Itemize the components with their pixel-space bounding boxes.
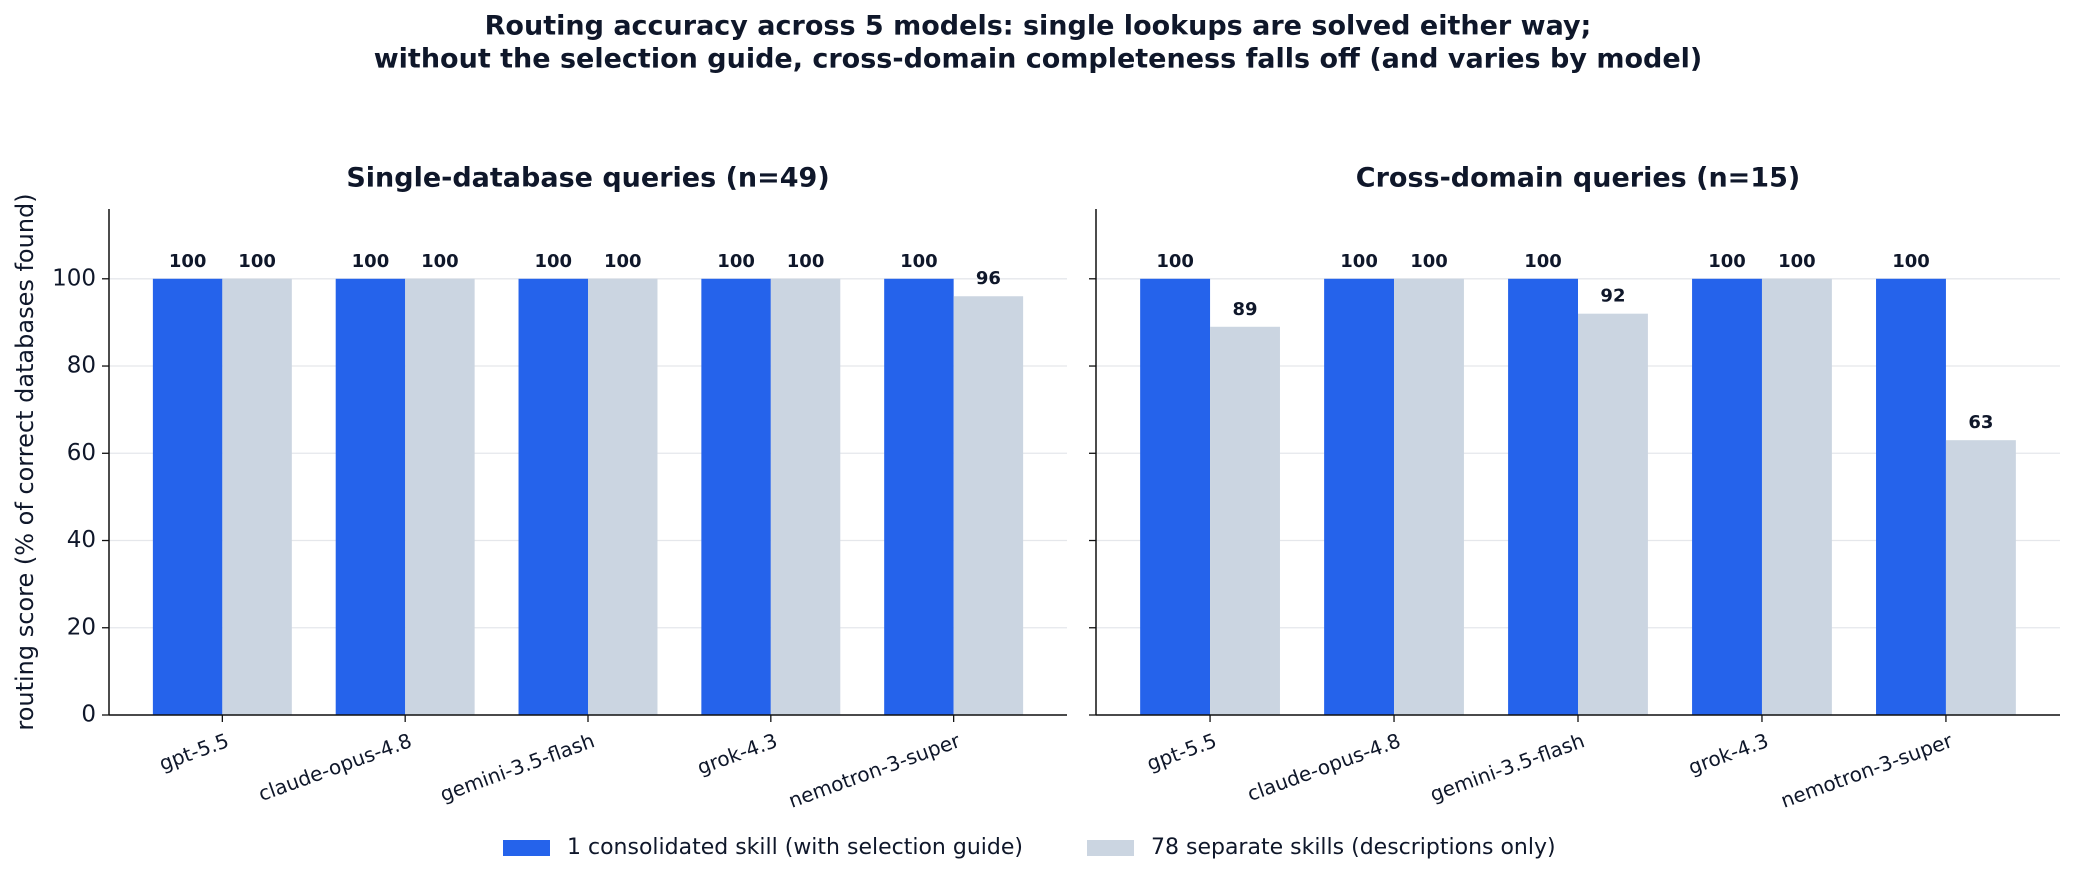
y-tick-label: 0	[81, 702, 96, 728]
x-tick-label: grok-4.3	[1685, 728, 1772, 779]
bar	[1876, 278, 1946, 715]
data-label: 100	[604, 251, 642, 272]
bar	[770, 278, 841, 715]
data-label: 100	[421, 251, 459, 272]
data-label: 100	[352, 251, 390, 272]
x-tick-label: claude-opus-4.8	[255, 728, 415, 806]
bar	[953, 296, 1024, 715]
bar	[1945, 440, 2016, 715]
legend-label: 78 separate skills (descriptions only)	[1151, 835, 1556, 860]
data-label: 96	[976, 268, 1001, 289]
data-label: 63	[1968, 412, 1993, 433]
x-tick-label: nemotron-3-super	[1778, 728, 1957, 813]
y-tick-label: 100	[52, 265, 96, 291]
bar	[1578, 313, 1648, 715]
bar	[588, 278, 658, 715]
bar	[701, 278, 771, 715]
data-label: 100	[1778, 251, 1816, 272]
y-tick-label: 20	[67, 614, 96, 640]
legend-swatch	[1087, 840, 1134, 856]
x-tick-label: gpt-5.5	[1144, 728, 1220, 775]
bar	[1761, 278, 1832, 715]
chart-title: Routing accuracy across 5 models: single…	[485, 11, 1592, 42]
legend-label: 1 consolidated skill (with selection gui…	[567, 835, 1023, 860]
data-label: 100	[1340, 251, 1378, 272]
bar	[1394, 278, 1464, 715]
legend-swatch	[503, 840, 550, 856]
bar	[1508, 278, 1578, 715]
bar	[222, 278, 292, 715]
x-tick-label: gpt-5.5	[156, 728, 232, 775]
data-label: 89	[1232, 299, 1257, 320]
bar	[405, 278, 475, 715]
bar	[518, 278, 588, 715]
data-label: 100	[900, 251, 938, 272]
data-label: 100	[1708, 251, 1746, 272]
y-tick-label: 80	[67, 353, 96, 379]
bar	[1692, 278, 1762, 715]
bar	[1210, 326, 1280, 715]
y-tick-label: 40	[67, 527, 96, 553]
panel-title: Single-database queries (n=49)	[346, 163, 829, 194]
x-tick-label: grok-4.3	[694, 728, 781, 779]
data-label: 100	[1524, 251, 1562, 272]
x-tick-label: gemini-3.5-flash	[1427, 728, 1588, 806]
data-label: 92	[1600, 286, 1625, 307]
bar	[1140, 278, 1211, 715]
y-tick-label: 60	[67, 440, 96, 466]
chart-title: without the selection guide, cross-domai…	[374, 44, 1703, 75]
bar	[884, 278, 954, 715]
y-axis-label: routing score (% of correct databases fo…	[11, 193, 39, 730]
data-label: 100	[1892, 251, 1930, 272]
data-label: 100	[238, 251, 276, 272]
x-tick-label: claude-opus-4.8	[1244, 728, 1404, 806]
data-label: 100	[1410, 251, 1448, 272]
panel-title: Cross-domain queries (n=15)	[1356, 163, 1800, 194]
data-label: 100	[1156, 251, 1194, 272]
bar	[1324, 278, 1395, 715]
bar	[335, 278, 406, 715]
data-label: 100	[534, 251, 572, 272]
bar	[152, 278, 223, 715]
x-tick-label: nemotron-3-super	[785, 728, 964, 813]
data-label: 100	[169, 251, 207, 272]
x-tick-label: gemini-3.5-flash	[437, 728, 598, 806]
data-label: 100	[717, 251, 755, 272]
data-label: 100	[787, 251, 825, 272]
